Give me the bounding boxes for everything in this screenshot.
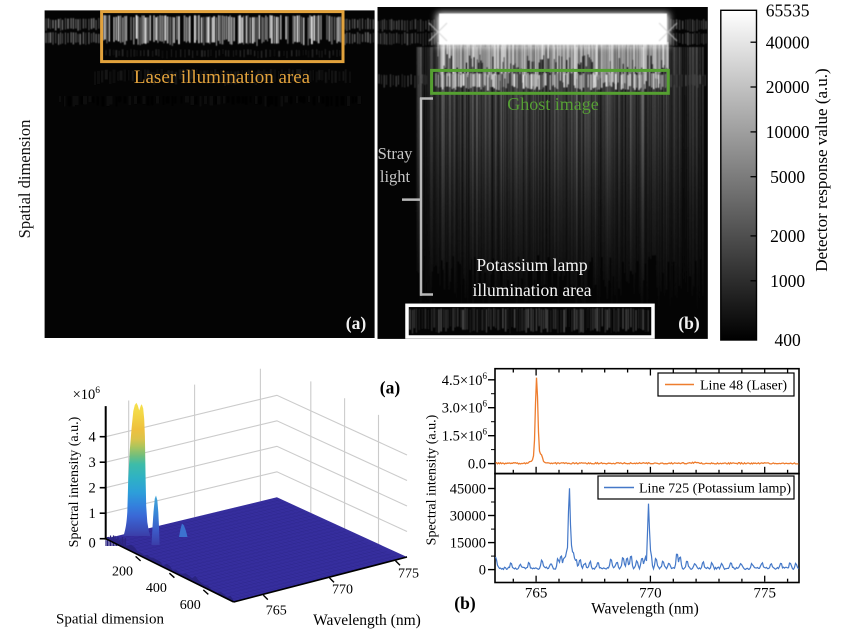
svg-text:4.5×106: 4.5×106 [442,371,488,389]
svg-text:(a): (a) [346,313,367,333]
svg-text:200: 200 [112,564,133,579]
svg-text:40000: 40000 [766,32,810,52]
svg-text:light: light [380,167,411,186]
svg-text:Wavelength (nm): Wavelength (nm) [591,601,699,618]
svg-text:400: 400 [774,330,801,350]
svg-text:Spectral intensity (a.u.): Spectral intensity (a.u.) [67,416,82,547]
svg-text:0.0: 0.0 [468,457,486,473]
svg-text:3.0×106: 3.0×106 [442,399,488,417]
svg-text:30000: 30000 [450,509,486,525]
svg-text:1.5×106: 1.5×106 [442,427,488,445]
svg-text:Spatial dimension: Spatial dimension [15,120,34,239]
svg-text:5000: 5000 [770,167,805,187]
svg-text:765: 765 [266,604,287,619]
svg-text:10000: 10000 [766,122,810,142]
svg-text:600: 600 [180,598,201,613]
svg-text:0: 0 [88,536,95,552]
svg-text:770: 770 [332,583,353,598]
svg-text:×106: ×106 [73,386,101,403]
svg-text:Laser illumination area: Laser illumination area [134,67,311,88]
svg-text:400: 400 [146,581,167,596]
svg-text:Ghost image: Ghost image [507,94,599,114]
svg-text:1000: 1000 [770,271,805,291]
svg-text:15000: 15000 [450,536,486,552]
svg-text:Potassium lamp: Potassium lamp [476,255,588,275]
svg-text:Spatial dimension: Spatial dimension [56,612,164,628]
svg-text:Wavelength (nm): Wavelength (nm) [313,612,421,629]
svg-text:(a): (a) [380,378,401,398]
svg-text:775: 775 [753,586,776,602]
svg-text:(b): (b) [678,313,700,333]
svg-text:Line 48 (Laser): Line 48 (Laser) [700,379,787,394]
svg-text:2: 2 [88,481,95,497]
svg-text:illumination area: illumination area [472,280,591,300]
svg-text:Stray: Stray [378,144,414,163]
svg-text:45000: 45000 [450,482,486,498]
svg-text:770: 770 [639,586,662,602]
svg-text:4: 4 [88,430,96,446]
svg-text:Detector response value (a.u.): Detector response value (a.u.) [812,68,831,271]
svg-text:Spectral intensity (a.u.): Spectral intensity (a.u.) [425,414,440,545]
svg-text:65535: 65535 [766,1,810,21]
svg-text:20000: 20000 [766,77,810,97]
svg-text:2000: 2000 [770,226,805,246]
svg-text:775: 775 [398,567,419,582]
svg-text:765: 765 [525,586,548,602]
svg-text:(b): (b) [454,593,476,613]
svg-text:Line 725 (Potassium lamp): Line 725 (Potassium lamp) [639,482,791,497]
svg-text:0: 0 [479,563,486,579]
svg-text:1: 1 [88,506,95,522]
svg-text:3: 3 [88,455,95,471]
